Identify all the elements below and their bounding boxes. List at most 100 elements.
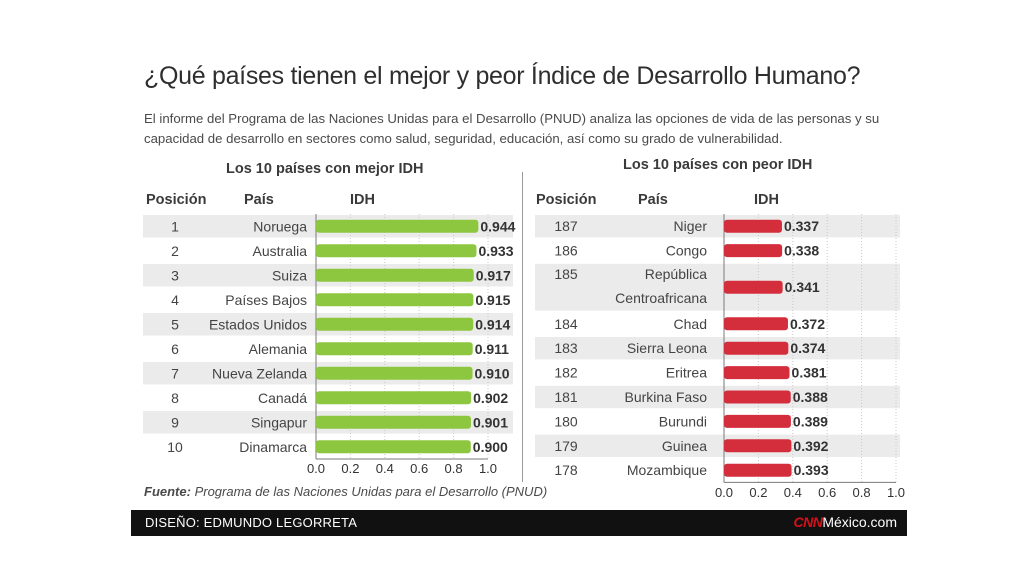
best-x-tick-label: 0.2 <box>341 461 359 476</box>
worst-position-label: 183 <box>554 340 578 356</box>
worst-country-label: Sierra Leona <box>627 340 707 356</box>
worst-row-stripe <box>535 434 900 457</box>
best-position-label: 2 <box>171 243 179 259</box>
page-subtitle: El informe del Programa de las Naciones … <box>144 111 880 146</box>
worst-position-label: 178 <box>554 462 578 478</box>
best-bar <box>316 440 471 454</box>
worst-country-label: República Centroafricana <box>615 266 707 306</box>
worst-country-label: Congo <box>666 243 707 259</box>
worst-x-tick-label: 0.8 <box>853 485 871 500</box>
best-value-label: 0.910 <box>475 365 510 381</box>
best-country-label: Noruega <box>253 218 307 234</box>
best-position-label: 3 <box>171 267 179 283</box>
best-bar <box>316 317 474 331</box>
worst-country-label: Burkina Faso <box>625 389 708 405</box>
best-value-label: 0.911 <box>475 341 509 357</box>
best-country-label: Canadá <box>258 390 307 406</box>
worst-x-tick-label: 0.4 <box>784 485 802 500</box>
worst-value-label: 0.392 <box>793 438 828 454</box>
best-value-label: 0.901 <box>473 414 508 430</box>
worst-country-label: Chad <box>674 316 707 332</box>
best-x-tick-label: 0.4 <box>376 461 394 476</box>
best-position-label: 6 <box>171 341 179 357</box>
best-bar <box>316 342 473 356</box>
worst-country-label: Niger <box>674 218 708 234</box>
best-country-label: Singapur <box>251 414 307 430</box>
worst-col-idh: IDH <box>754 192 779 208</box>
best-value-label: 0.933 <box>478 243 513 259</box>
worst-value-label: 0.374 <box>790 340 825 356</box>
worst-panel-title: Los 10 países con peor IDH <box>623 157 813 173</box>
worst-row-stripe <box>535 385 900 409</box>
worst-value-label: 0.393 <box>794 462 829 478</box>
best-value-label: 0.915 <box>475 292 510 308</box>
best-x-tick-label: 0.8 <box>445 461 463 476</box>
best-country-label: Nueva Zelanda <box>212 365 307 381</box>
best-value-label: 0.900 <box>473 439 508 455</box>
worst-value-label: 0.372 <box>790 316 825 332</box>
worst-col-country: País <box>638 192 668 208</box>
page-title: ¿Qué países tienen el mejor y peor Índic… <box>144 62 861 90</box>
worst-position-label: 181 <box>554 389 578 405</box>
best-bar <box>316 366 473 380</box>
worst-value-label: 0.381 <box>792 365 827 381</box>
worst-bar <box>724 463 792 477</box>
best-bar <box>316 391 472 405</box>
worst-bar <box>724 317 788 331</box>
worst-row-stripe <box>535 263 900 311</box>
design-credit: DISEÑO: EDMUNDO LEGORRETA <box>145 515 358 530</box>
worst-country-label: Mozambique <box>627 462 707 478</box>
best-position-label: 4 <box>171 292 179 308</box>
worst-value-label: 0.388 <box>793 389 828 405</box>
best-value-label: 0.914 <box>475 316 510 332</box>
worst-country-label: Guinea <box>662 438 707 454</box>
best-position-label: 9 <box>171 414 179 430</box>
best-value-label: 0.944 <box>480 218 515 234</box>
worst-x-tick-label: 0.6 <box>818 485 836 500</box>
worst-value-label: 0.389 <box>793 413 828 429</box>
best-country-label: Alemania <box>249 341 308 357</box>
source-text: Programa de las Naciones Unidas para el … <box>194 484 548 499</box>
best-position-label: 8 <box>171 390 179 406</box>
best-position-label: 10 <box>167 439 183 455</box>
best-country-label: Estados Unidos <box>209 316 307 332</box>
best-position-label: 7 <box>171 365 179 381</box>
best-country-label: Australia <box>253 243 308 259</box>
worst-bar <box>724 244 783 258</box>
best-bar <box>316 268 474 282</box>
worst-bar <box>724 280 783 294</box>
best-bar <box>316 244 477 258</box>
worst-value-label: 0.337 <box>784 218 819 234</box>
source-label: Fuente: <box>144 484 191 499</box>
brand-cnn: CNN <box>793 514 823 530</box>
worst-bar <box>724 341 789 355</box>
best-col-idh: IDH <box>350 192 375 208</box>
worst-position-label: 179 <box>554 438 578 454</box>
best-country-label: Dinamarca <box>239 439 307 455</box>
best-position-label: 5 <box>171 316 179 332</box>
worst-x-tick-label: 0.2 <box>749 485 767 500</box>
best-x-tick-label: 0.6 <box>410 461 428 476</box>
cnn-mexico-logo: CNNMéxico.com <box>793 514 897 530</box>
worst-row-stripe <box>535 215 900 238</box>
best-col-country: País <box>244 192 274 208</box>
best-value-label: 0.917 <box>476 267 511 283</box>
worst-position-label: 184 <box>554 316 578 332</box>
worst-position-label: 180 <box>554 413 578 429</box>
best-bar <box>316 219 479 233</box>
best-country-label: Países Bajos <box>225 292 307 308</box>
worst-bar <box>724 390 791 404</box>
worst-x-tick-label: 1.0 <box>887 485 905 500</box>
worst-position-label: 185 <box>554 266 578 282</box>
worst-country-label: Burundi <box>659 413 707 429</box>
worst-row-stripe <box>535 337 900 360</box>
best-x-tick-label: 1.0 <box>479 461 497 476</box>
best-x-tick-label: 0.0 <box>307 461 325 476</box>
best-value-label: 0.902 <box>473 390 508 406</box>
worst-value-label: 0.338 <box>784 243 819 259</box>
best-panel-title: Los 10 países con mejor IDH <box>226 161 424 177</box>
worst-country-label: Eritrea <box>666 365 707 381</box>
